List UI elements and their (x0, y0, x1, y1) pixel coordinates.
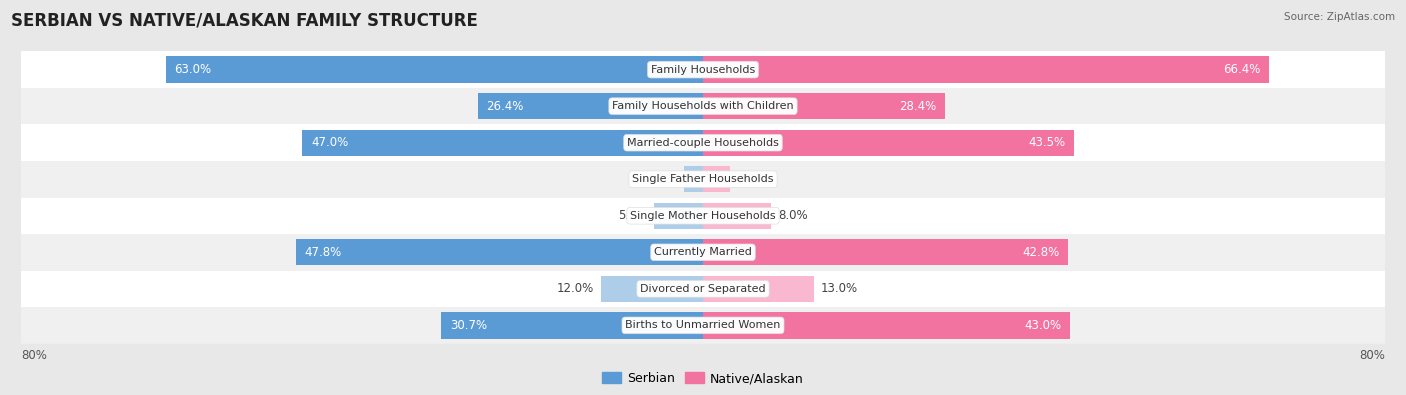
Text: 63.0%: 63.0% (174, 63, 212, 76)
Text: 12.0%: 12.0% (557, 282, 593, 295)
Bar (703, 130, 1074, 156)
Bar (166, 56, 703, 83)
Text: 30.7%: 30.7% (450, 319, 486, 332)
Text: Divorced or Separated: Divorced or Separated (640, 284, 766, 294)
Bar (600, 276, 703, 302)
Bar (478, 93, 703, 119)
Bar (703, 239, 1067, 265)
Bar (703, 312, 1070, 339)
Bar (703, 56, 1270, 83)
Bar (685, 166, 703, 192)
Text: Married-couple Households: Married-couple Households (627, 138, 779, 148)
Text: Family Households with Children: Family Households with Children (612, 101, 794, 111)
Bar (21, 271, 1385, 307)
Bar (21, 198, 1385, 234)
Bar (654, 203, 703, 229)
Bar (21, 234, 1385, 271)
Text: 66.4%: 66.4% (1223, 63, 1260, 76)
Text: 2.2%: 2.2% (648, 173, 678, 186)
Legend: Serbian, Native/Alaskan: Serbian, Native/Alaskan (598, 367, 808, 390)
Text: Family Households: Family Households (651, 65, 755, 75)
Bar (21, 124, 1385, 161)
Text: Source: ZipAtlas.com: Source: ZipAtlas.com (1284, 12, 1395, 22)
Text: 13.0%: 13.0% (821, 282, 858, 295)
Bar (21, 51, 1385, 88)
Text: 3.2%: 3.2% (737, 173, 766, 186)
Bar (21, 307, 1385, 344)
Text: 47.0%: 47.0% (311, 136, 349, 149)
Bar (441, 312, 703, 339)
Bar (21, 161, 1385, 198)
Text: 8.0%: 8.0% (778, 209, 807, 222)
Text: 5.7%: 5.7% (617, 209, 648, 222)
Text: 80%: 80% (1360, 349, 1385, 362)
Text: 43.0%: 43.0% (1024, 319, 1062, 332)
Text: 47.8%: 47.8% (304, 246, 342, 259)
Bar (21, 88, 1385, 124)
Text: Currently Married: Currently Married (654, 247, 752, 257)
Bar (703, 276, 814, 302)
Text: 80%: 80% (21, 349, 46, 362)
Text: Single Mother Households: Single Mother Households (630, 211, 776, 221)
Bar (295, 239, 703, 265)
Text: SERBIAN VS NATIVE/ALASKAN FAMILY STRUCTURE: SERBIAN VS NATIVE/ALASKAN FAMILY STRUCTU… (11, 12, 478, 30)
Text: 43.5%: 43.5% (1028, 136, 1066, 149)
Text: 26.4%: 26.4% (486, 100, 524, 113)
Text: Single Father Households: Single Father Households (633, 174, 773, 184)
Bar (703, 93, 945, 119)
Bar (703, 166, 730, 192)
Text: 28.4%: 28.4% (900, 100, 936, 113)
Text: 42.8%: 42.8% (1022, 246, 1059, 259)
Bar (703, 203, 772, 229)
Text: Births to Unmarried Women: Births to Unmarried Women (626, 320, 780, 330)
Bar (302, 130, 703, 156)
